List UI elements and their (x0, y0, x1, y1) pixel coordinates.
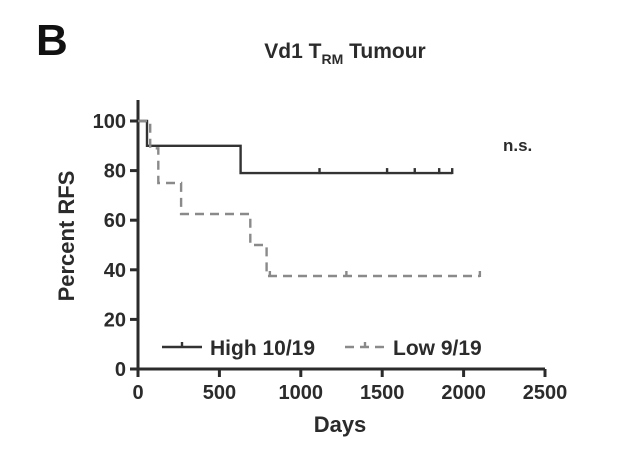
series-high (138, 119, 454, 175)
survival-curve (138, 119, 480, 278)
chart-title-subscript: RM (321, 51, 343, 67)
legend-label: High 10/19 (210, 337, 315, 360)
y-tick-label: 20 (104, 309, 126, 331)
y-tick-label: 100 (93, 111, 126, 133)
legend-item: High 10/19 (162, 337, 315, 360)
x-tick-label: 0 (132, 382, 143, 404)
x-axis-label: Days (314, 412, 367, 437)
x-tick-label: 1500 (360, 382, 405, 404)
chart-title: Vd1 TRM Tumour (264, 40, 425, 67)
y-tick-label: 80 (104, 161, 126, 183)
x-tick-label: 500 (203, 382, 236, 404)
x-tick-label: 1000 (279, 382, 324, 404)
series-low (138, 119, 482, 278)
chart-title-suffix: Tumour (343, 40, 425, 63)
legend: High 10/19 Low 9/19 (162, 337, 482, 360)
y-axis-label: Percent RFS (54, 171, 79, 302)
panel-letter: B (36, 16, 68, 65)
y-tick-label: 60 (104, 210, 126, 232)
y-tick-label: 40 (104, 260, 126, 282)
legend-label: Low 9/19 (393, 337, 482, 360)
x-tick-label: 2000 (441, 382, 486, 404)
y-axis-ticks: 0 20 40 60 80 100 (93, 111, 138, 381)
y-tick-label: 0 (115, 359, 126, 381)
legend-item: Low 9/19 (345, 337, 482, 360)
chart-title-main: Vd1 T (264, 40, 321, 63)
series-layer (138, 119, 482, 278)
survival-curve (138, 119, 453, 175)
x-tick-label: 2500 (523, 382, 568, 404)
significance-annotation: n.s. (503, 136, 532, 155)
x-axis-ticks: 0 500 1000 1500 2000 2500 (132, 369, 567, 404)
